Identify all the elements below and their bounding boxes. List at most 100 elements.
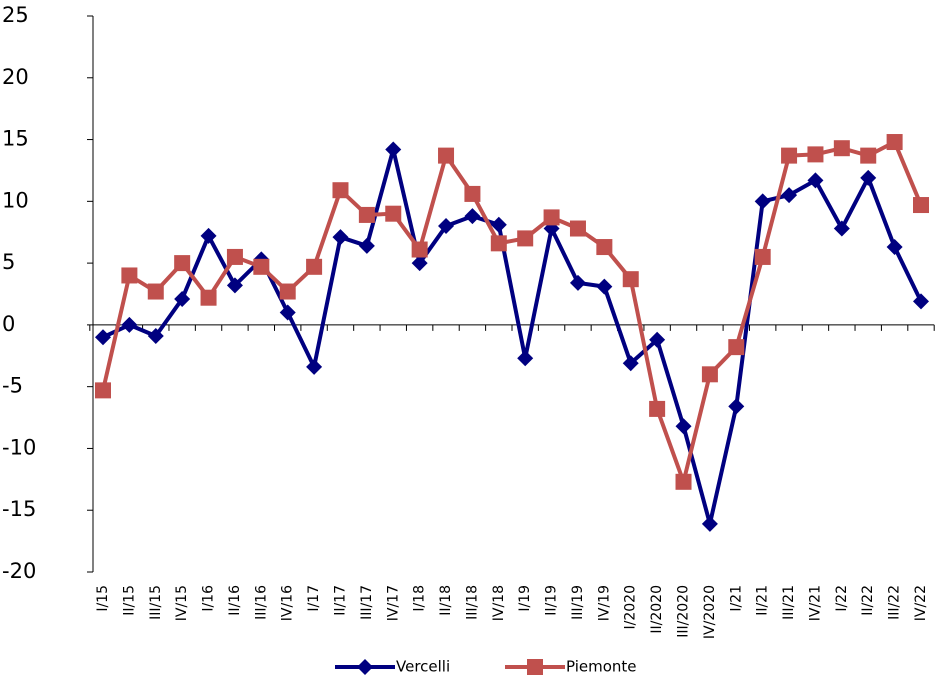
y-tick-label: 5 [2,250,15,274]
data-point [174,290,191,307]
data-point [200,227,217,244]
data-point [754,193,771,210]
data-point [279,283,296,300]
x-tick-label: II/18 [438,585,454,616]
y-tick-label: 25 [2,3,29,27]
data-point [833,140,850,157]
data-point [860,169,877,186]
data-point [675,473,692,490]
data-point [860,147,877,164]
data-point [728,339,745,356]
data-point [226,248,243,265]
x-tick-label: IV/16 [280,585,296,621]
data-point [569,274,586,291]
data-point [490,235,507,252]
data-point [121,267,138,284]
data-point [517,350,534,367]
legend-marker [357,659,373,675]
x-tick-label: I/22 [834,585,850,612]
data-point [95,329,111,346]
x-tick-label: I/16 [201,585,217,612]
data-point [332,229,349,246]
data-point [95,382,111,399]
data-point [332,182,349,199]
data-point [807,172,824,189]
legend-label: Piemonte [566,658,637,676]
x-tick-label: III/16 [253,585,269,620]
x-tick-label: I/15 [95,585,111,612]
data-point [306,258,323,275]
x-tick-label: II/22 [860,585,876,616]
data-point [200,289,217,306]
data-point [807,146,824,163]
data-point [174,255,191,272]
series-line [102,147,923,526]
x-tick-label: II/15 [121,585,137,616]
data-point [438,147,455,164]
x-tick-label: I/21 [728,585,744,612]
data-point [886,134,903,151]
data-point [438,218,455,235]
y-tick-label: -20 [2,559,36,583]
data-point [754,248,771,265]
data-point [886,239,903,256]
data-point [279,304,296,321]
x-tick-label: III/15 [148,585,164,620]
data-point [411,241,428,258]
x-tick-label: IV/19 [596,585,612,621]
x-tick-label: III/17 [359,585,375,620]
x-tick-label: IV/15 [174,585,190,621]
x-tick-label: III/2020 [676,585,692,638]
x-tick-label: IV/22 [913,585,929,621]
y-tick-label: 10 [2,188,29,212]
x-tick-label: III/19 [570,585,586,620]
data-point [147,283,164,300]
x-tick-label: IV/21 [807,585,823,621]
x-tick-label: I/17 [306,585,322,612]
data-point [306,358,323,375]
data-point [253,258,270,275]
data-point [622,355,639,372]
data-point [701,515,718,532]
data-point [385,141,402,158]
data-point [913,197,929,214]
x-tick-label: II/2020 [649,585,665,634]
y-tick-label: 20 [2,65,29,89]
x-tick-label: I/19 [517,585,533,612]
y-tick-label: -15 [2,497,36,521]
data-point [226,277,243,294]
y-tick-label: -5 [2,374,23,398]
x-tick-label: III/22 [887,585,903,620]
x-tick-label: II/16 [227,585,243,616]
data-point [596,278,613,295]
x-tick-label: III/18 [464,585,480,620]
data-point [728,398,745,415]
data-point [781,187,798,204]
y-tick-label: 15 [2,127,29,151]
data-point [781,147,798,164]
data-point [675,418,692,435]
data-point [596,239,613,256]
y-tick-label: 0 [2,312,15,336]
data-point [649,331,666,348]
legend-label: Vercelli [396,658,450,676]
data-point [569,220,586,237]
data-point [543,209,560,226]
data-point [358,237,375,254]
y-tick-label: -10 [2,435,36,459]
data-point [913,293,929,310]
data-point [649,400,666,417]
data-point [121,316,138,333]
data-point [464,208,481,225]
x-tick-label: III/21 [781,585,797,620]
x-tick-label: II/21 [755,585,771,616]
x-tick-label: IV/2020 [702,585,718,639]
legend-marker [527,659,543,675]
data-point [622,271,639,288]
x-tick-label: IV/17 [385,585,401,621]
x-tick-label: I/18 [412,585,428,612]
data-point [411,255,428,272]
series-line [101,140,923,484]
data-point [701,366,718,383]
